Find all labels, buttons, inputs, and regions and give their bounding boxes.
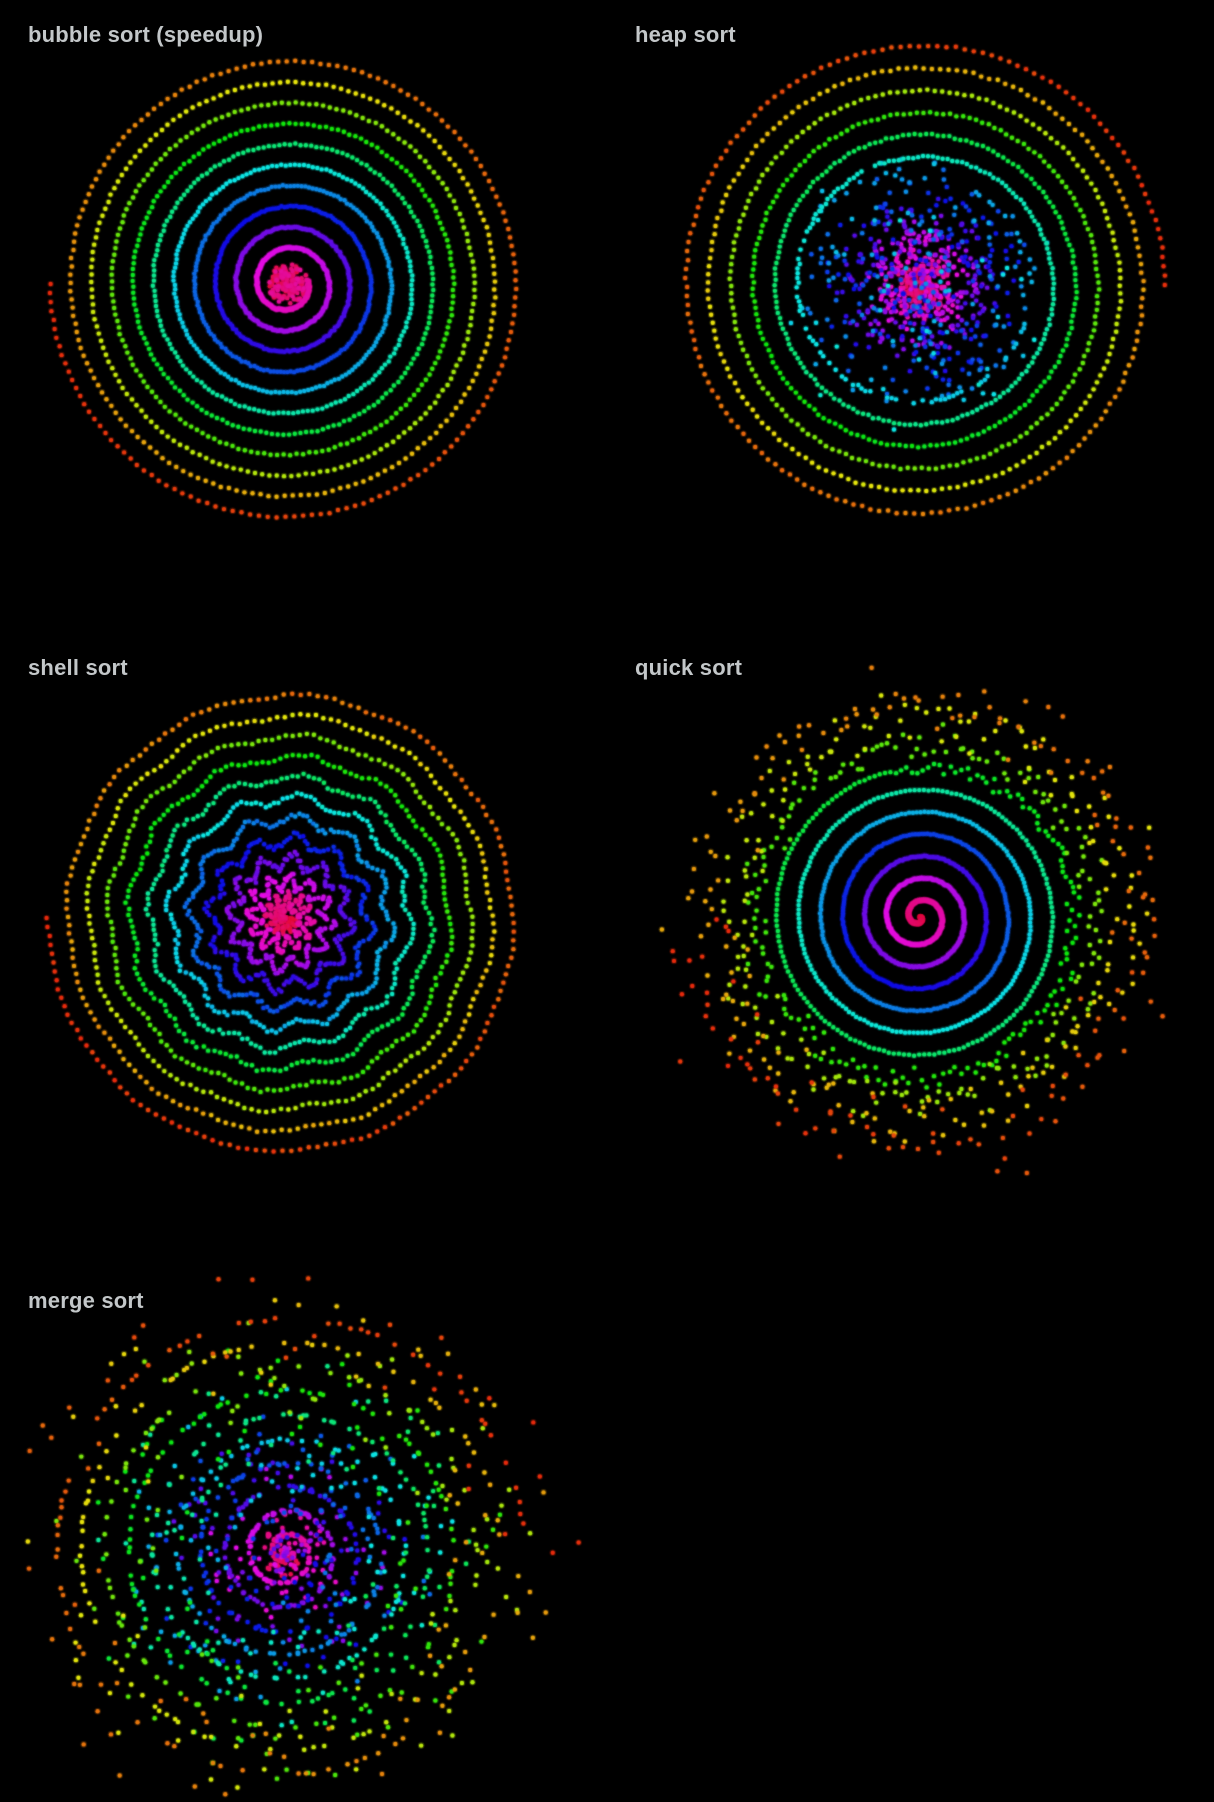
panel-quick-sort: quick sort: [607, 633, 1214, 1266]
panel-title-heap-sort: heap sort: [635, 22, 736, 47]
panel-heap-sort: heap sort: [607, 0, 1214, 633]
bubble-sort-spiral-canvas: [0, 0, 607, 633]
shell-sort-spiral-canvas: [0, 633, 607, 1266]
panel-shell-sort: shell sort: [0, 633, 607, 1266]
panel-title-merge-sort: merge sort: [28, 1288, 144, 1313]
heap-sort-spiral-canvas: [607, 0, 1214, 633]
panel-title-shell-sort: shell sort: [28, 655, 128, 680]
panel-title-bubble-sort: bubble sort (speedup): [28, 22, 264, 47]
panel-merge-sort: merge sort: [0, 1266, 607, 1802]
panel-bubble-sort: bubble sort (speedup): [0, 0, 607, 633]
panel-title-quick-sort: quick sort: [635, 655, 743, 680]
quick-sort-spiral-canvas: [607, 633, 1214, 1266]
merge-sort-spiral-canvas: [0, 1266, 607, 1802]
